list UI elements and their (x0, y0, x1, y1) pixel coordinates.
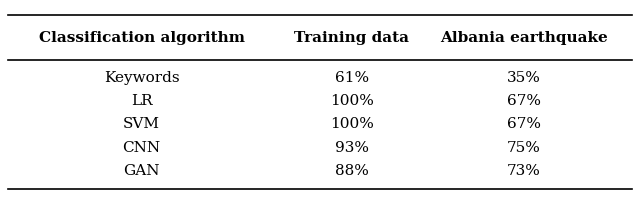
Text: Keywords: Keywords (104, 70, 179, 85)
Text: 100%: 100% (330, 94, 374, 108)
Text: 35%: 35% (507, 70, 541, 85)
Text: 67%: 67% (507, 117, 541, 131)
Text: SVM: SVM (123, 117, 160, 131)
Text: Albania earthquake: Albania earthquake (440, 30, 608, 45)
Text: 93%: 93% (335, 141, 369, 155)
Text: Classification algorithm: Classification algorithm (38, 30, 244, 45)
Text: LR: LR (131, 94, 152, 108)
Text: 67%: 67% (507, 94, 541, 108)
Text: GAN: GAN (124, 164, 160, 178)
Text: 88%: 88% (335, 164, 369, 178)
Text: 75%: 75% (507, 141, 541, 155)
Text: 61%: 61% (335, 70, 369, 85)
Text: 100%: 100% (330, 117, 374, 131)
Text: Training data: Training data (294, 30, 410, 45)
Text: 73%: 73% (507, 164, 541, 178)
Text: CNN: CNN (122, 141, 161, 155)
